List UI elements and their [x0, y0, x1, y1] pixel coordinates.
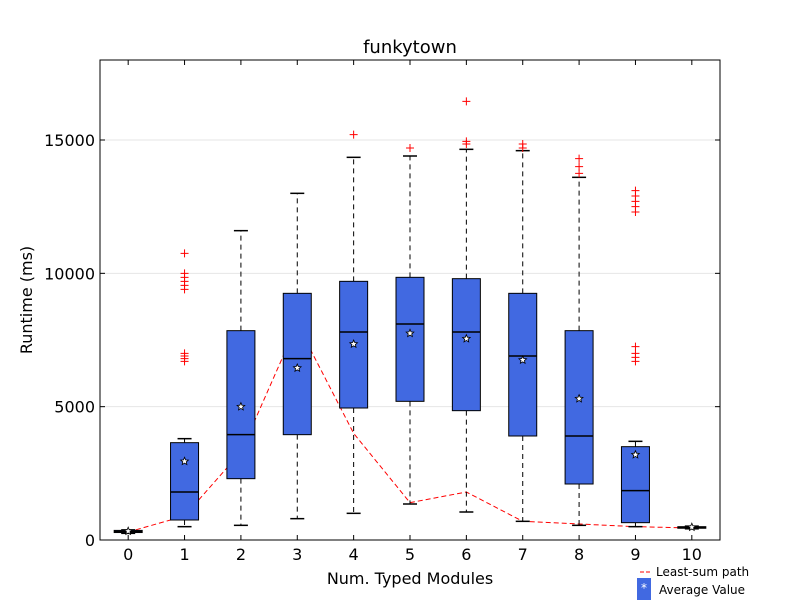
- mean-star-marker: [517, 354, 528, 365]
- x-axis-label: Num. Typed Modules: [327, 569, 493, 588]
- outlier-marker: [462, 97, 471, 106]
- outlier-marker: [631, 342, 640, 351]
- x-tick-label: 7: [518, 545, 528, 564]
- y-tick-label: 0: [85, 531, 95, 550]
- x-tick-label: 0: [123, 545, 133, 564]
- outlier-marker: [180, 269, 189, 278]
- legend-asterisk-icon: *: [641, 581, 647, 595]
- outlier-marker: [575, 162, 584, 171]
- legend-label-average-value: Average Value: [659, 583, 745, 597]
- x-tick-label: 10: [682, 545, 702, 564]
- box-8: [564, 330, 594, 485]
- x-tick-label: 2: [236, 545, 246, 564]
- legend: Least-sum path * Average Value: [637, 565, 749, 600]
- y-axis-label: Runtime (ms): [17, 246, 36, 354]
- outlier-marker: [462, 137, 471, 146]
- mean-star-marker: [461, 333, 472, 343]
- box-1: [170, 442, 200, 521]
- outlier-marker: [518, 140, 527, 148]
- mean-star-marker: [292, 362, 303, 373]
- legend-label-least-sum-path: Least-sum path: [656, 565, 749, 579]
- x-tick-label: 9: [630, 545, 640, 564]
- boxes-layer: [113, 97, 707, 536]
- outlier-marker: [180, 249, 189, 258]
- outlier-marker: [180, 349, 189, 358]
- y-tick-label: 10000: [44, 264, 95, 283]
- x-tick-label: 1: [179, 545, 189, 564]
- x-tick-label: 4: [349, 545, 359, 564]
- box-7: [508, 292, 538, 437]
- x-tick-label: 3: [292, 545, 302, 564]
- outlier-marker: [631, 186, 640, 195]
- legend-average-swatch: [637, 578, 651, 600]
- mean-star-marker: [179, 456, 190, 466]
- outlier-marker: [349, 130, 358, 139]
- x-tick-label: 5: [405, 545, 415, 564]
- x-tick-label: 6: [461, 545, 471, 564]
- x-tick-label: 8: [574, 545, 584, 564]
- chart-title: funkytown: [363, 37, 457, 58]
- outlier-marker: [575, 154, 584, 163]
- mean-star-marker: [348, 338, 359, 349]
- mean-star-marker: [405, 328, 415, 338]
- mean-star-marker: [630, 449, 641, 459]
- mean-star-marker: [123, 526, 133, 536]
- ticks-layer: 0 1 2 3 4 5 6 7 8 9 10 0 5000 10000 15000: [44, 60, 720, 564]
- box-6: [451, 278, 481, 412]
- box-9: [620, 446, 650, 524]
- y-tick-label: 5000: [54, 398, 95, 417]
- mean-star-marker: [687, 522, 697, 532]
- mean-star-marker: [574, 393, 584, 403]
- box-5: [395, 276, 425, 402]
- mean-star-marker: [236, 401, 246, 411]
- outlier-marker: [406, 144, 414, 152]
- y-tick-label: 15000: [44, 131, 95, 150]
